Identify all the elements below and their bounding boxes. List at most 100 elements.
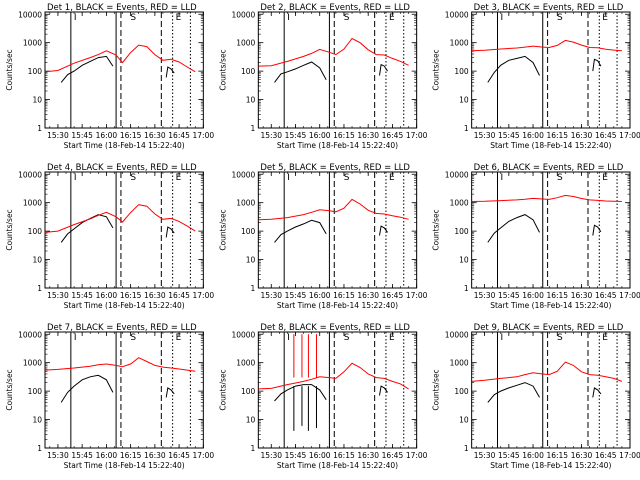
plot-frame xyxy=(44,11,204,129)
interval-marker-label: E xyxy=(176,173,182,183)
y-tick-label: 10 xyxy=(32,416,42,425)
interval-marker-label: I xyxy=(501,333,504,343)
x-tick-label: 16:00 xyxy=(309,291,331,300)
interval-marker-label: E xyxy=(389,13,395,23)
panel-title: Det 7, BLACK = Events, RED = LLD xyxy=(47,323,197,333)
y-tick-label: 10000 xyxy=(445,330,469,339)
y-tick-label: 1 xyxy=(37,444,42,453)
series-group xyxy=(45,44,196,83)
x-tick-label: 15:30 xyxy=(474,131,496,140)
x-axis-label: Start Time (18-Feb-14 15:22:40) xyxy=(64,461,185,470)
lld-series-line xyxy=(258,198,409,221)
panel-title: Det 4, BLACK = Events, RED = LLD xyxy=(47,163,197,173)
detector-panel-4: 1 10 100 1000 10000 15:30 15:45 16:00 16:15 16:30… xyxy=(5,163,214,310)
y-tick-label: 10 xyxy=(246,416,256,425)
x-tick-label: 16:15 xyxy=(333,131,355,140)
x-tick-label: 16:00 xyxy=(96,451,118,460)
series-group xyxy=(45,357,196,403)
events-series-line xyxy=(592,224,602,236)
y-tick-label: 100 xyxy=(241,67,256,76)
series-group xyxy=(45,204,196,243)
plot-frame xyxy=(471,171,631,289)
detector-panel-6: 1 10 100 1000 10000 15:30 15:45 16:00 16:15 16:30… xyxy=(432,163,640,310)
x-tick-label: 15:30 xyxy=(260,291,282,300)
x-tick-label: 16:30 xyxy=(571,291,593,300)
x-axis-label: Start Time (18-Feb-14 15:22:40) xyxy=(64,141,185,150)
x-tick-label: 17:00 xyxy=(406,451,428,460)
interval-marker-label: S xyxy=(130,173,136,183)
y-tick-label: 10 xyxy=(459,96,469,105)
y-tick-label: 1 xyxy=(37,124,42,133)
y-tick-label: 10 xyxy=(32,256,42,265)
y-tick-label: 10000 xyxy=(445,10,469,19)
x-tick-label: 15:30 xyxy=(47,291,69,300)
interval-marker-label: E xyxy=(176,333,182,343)
y-tick-label: 1 xyxy=(464,124,469,133)
x-tick-label: 16:30 xyxy=(144,291,166,300)
detector-panel-3: 1 10 100 1000 10000 15:30 15:45 16:00 16:15 16:30… xyxy=(432,3,640,150)
panel-title: Det 8, BLACK = Events, RED = LLD xyxy=(260,323,410,333)
y-tick-label: 10000 xyxy=(18,10,42,19)
panel-title: Det 5, BLACK = Events, RED = LLD xyxy=(260,163,410,173)
series-group xyxy=(258,37,409,83)
series-group xyxy=(471,194,622,243)
events-series-line xyxy=(274,219,327,243)
lld-series-line xyxy=(471,361,623,382)
x-tick-label: 16:15 xyxy=(120,131,142,140)
events-series-line xyxy=(487,382,540,403)
y-tick-label: 10 xyxy=(32,96,42,105)
x-tick-label: 17:00 xyxy=(619,131,640,140)
y-tick-label: 1000 xyxy=(236,39,255,48)
x-tick-label: 15:30 xyxy=(474,451,496,460)
events-series-line xyxy=(487,214,540,243)
lld-series-line xyxy=(45,44,196,73)
x-tick-label: 16:00 xyxy=(522,291,544,300)
x-tick-label: 15:45 xyxy=(498,451,520,460)
interval-marker-label: E xyxy=(176,13,182,23)
events-series-line xyxy=(379,63,389,76)
x-tick-label: 16:15 xyxy=(546,451,568,460)
x-tick-label: 17:00 xyxy=(619,451,640,460)
x-tick-label: 15:45 xyxy=(71,131,93,140)
x-tick-label: 17:00 xyxy=(406,131,428,140)
x-axis-label: Start Time (18-Feb-14 15:22:40) xyxy=(277,461,398,470)
y-tick-label: 100 xyxy=(241,227,256,236)
y-axis-label: Counts/sec xyxy=(432,209,441,250)
interval-marker-label: S xyxy=(557,333,563,343)
x-axis-label: Start Time (18-Feb-14 15:22:40) xyxy=(277,141,398,150)
events-series-line xyxy=(487,55,540,83)
plot-frame xyxy=(471,331,631,449)
interval-marker-label: E xyxy=(389,333,395,343)
y-tick-label: 1000 xyxy=(450,39,469,48)
y-tick-label: 10000 xyxy=(231,10,255,19)
x-axis-label: Start Time (18-Feb-14 15:22:40) xyxy=(277,301,398,310)
x-tick-label: 15:30 xyxy=(260,451,282,460)
plot-frame xyxy=(257,331,418,449)
y-axis-label: Counts/sec xyxy=(218,49,227,90)
y-axis-label: Counts/sec xyxy=(432,369,441,410)
y-axis-label: Counts/sec xyxy=(432,49,441,90)
x-tick-label: 15:45 xyxy=(498,131,520,140)
interval-marker-label: S xyxy=(130,333,136,343)
panel-title: Det 1, BLACK = Events, RED = LLD xyxy=(47,3,197,13)
detector-panel-1: 1 10 100 1000 10000 15:30 15:45 16:00 16:15 16:30… xyxy=(5,3,214,150)
x-tick-label: 16:45 xyxy=(595,451,617,460)
x-tick-label: 16:00 xyxy=(522,451,544,460)
y-tick-label: 10 xyxy=(459,416,469,425)
x-tick-label: 16:30 xyxy=(144,451,166,460)
events-series-line xyxy=(379,225,389,236)
panel-title: Det 9, BLACK = Events, RED = LLD xyxy=(474,323,624,333)
interval-marker-label: E xyxy=(602,173,608,183)
x-tick-label: 16:15 xyxy=(333,451,355,460)
lld-series-line xyxy=(258,37,409,67)
detector-panel-7: 1 10 100 1000 10000 15:30 15:45 16:00 16:15 16:30… xyxy=(5,323,214,470)
y-tick-label: 1000 xyxy=(450,199,469,208)
y-tick-label: 1 xyxy=(251,284,256,293)
interval-marker-label: E xyxy=(389,173,395,183)
x-tick-label: 17:00 xyxy=(193,451,215,460)
y-tick-label: 1000 xyxy=(23,359,42,368)
events-series-line xyxy=(274,61,327,83)
interval-marker-label: S xyxy=(557,13,563,23)
x-tick-label: 16:15 xyxy=(333,291,355,300)
